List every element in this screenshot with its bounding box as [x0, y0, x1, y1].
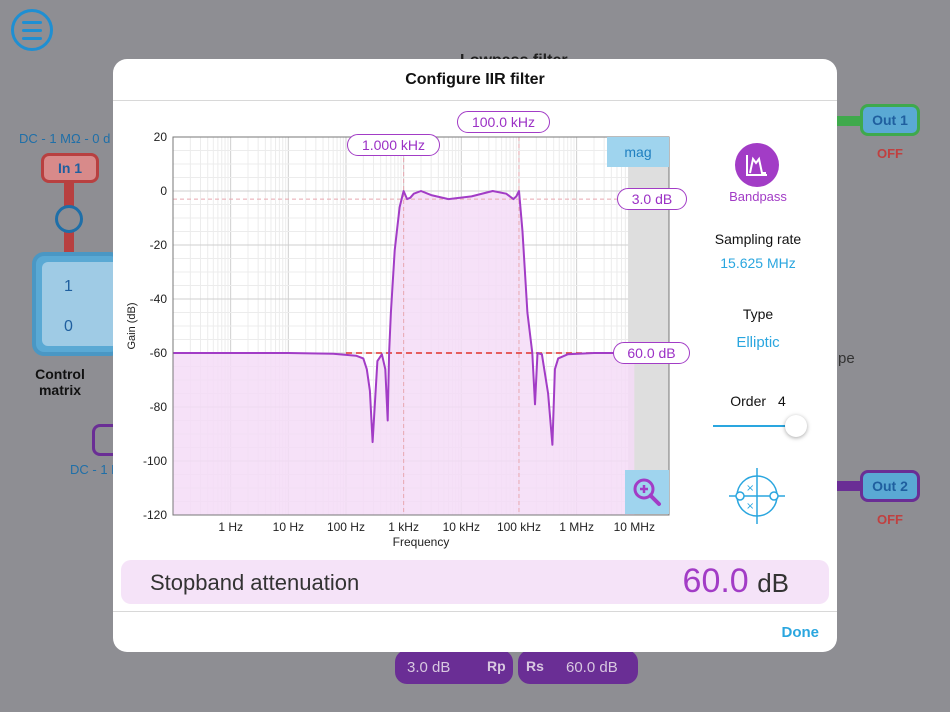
x-axis-label: Frequency — [393, 535, 450, 549]
configure-iir-filter-dialog: Configure IIR filter 20 0 -20 -40 -60 -80 -100… — [113, 59, 837, 652]
zoom-button[interactable] — [625, 470, 669, 514]
stopband-attenuation-marker[interactable]: 60.0 dB — [613, 342, 690, 364]
order-value: 4 — [777, 393, 786, 409]
rs-chip-symbol: Rs — [526, 658, 544, 674]
magnitude-toggle[interactable]: mag — [607, 137, 669, 167]
out1-status: OFF — [877, 146, 903, 161]
y-tick-label: -80 — [150, 400, 168, 414]
order-label: Order — [730, 393, 767, 409]
y-tick-label: -120 — [143, 508, 167, 522]
control-matrix[interactable]: 1 0 — [32, 252, 122, 356]
background-partial-text: pe — [838, 350, 855, 367]
stopband-attenuation-bar[interactable]: Stopband attenuation 60.0 dB — [121, 560, 829, 604]
in1-node[interactable]: In 1 — [41, 153, 99, 183]
response-line — [173, 190, 635, 446]
sampling-rate-label: Sampling rate — [714, 231, 802, 247]
out1-node[interactable]: Out 1 — [860, 104, 920, 136]
x-tick-label: 10 Hz — [273, 520, 304, 534]
pole-zero-icon[interactable]: × × — [727, 466, 787, 526]
y-tick-label: -20 — [150, 238, 168, 252]
in1-caption: DC - 1 MΩ - 0 d — [19, 131, 111, 146]
x-tick-label: 1 kHz — [388, 520, 419, 534]
svg-text:×: × — [746, 483, 754, 494]
matrix-cell-1: 1 — [64, 278, 73, 295]
rp-chip-value: 3.0 dB — [407, 659, 451, 676]
matrix-cell-2: 0 — [64, 318, 73, 335]
sampling-rate-value[interactable]: 15.625 MHz — [720, 255, 796, 271]
chart-marks — [173, 137, 669, 515]
type-value[interactable]: Elliptic — [736, 334, 780, 351]
rp-chip-symbol: Rp — [487, 658, 506, 674]
svg-text:×: × — [746, 501, 754, 512]
y-axis-label: Gain (dB) — [126, 302, 138, 349]
menu-button[interactable] — [11, 9, 53, 51]
y-tick-label: -40 — [150, 292, 168, 306]
bandpass-icon — [746, 155, 767, 176]
in1-dot[interactable] — [55, 205, 83, 233]
low-cutoff-marker[interactable]: 1.000 kHz — [347, 134, 440, 156]
stopband-attenuation-unit: dB — [757, 568, 789, 598]
y-tick-label: 0 — [160, 184, 167, 198]
x-tick-label: 10 kHz — [443, 520, 480, 534]
filter-shape-label[interactable]: Bandpass — [729, 189, 787, 204]
y-tick-label: -60 — [150, 346, 168, 360]
stopband-attenuation-value: 60.0 — [682, 562, 749, 600]
dialog-footer: Done — [113, 611, 837, 652]
order-slider-track[interactable] — [713, 425, 793, 427]
stopband-attenuation-label: Stopband attenuation — [150, 570, 360, 595]
done-button[interactable]: Done — [781, 624, 820, 641]
out2-connector — [836, 481, 862, 491]
in2-caption: DC - 1 M — [70, 462, 122, 477]
filter-shape-button[interactable] — [735, 143, 779, 187]
out2-status: OFF — [877, 512, 903, 527]
x-tick-label: 100 kHz — [497, 520, 541, 534]
type-label: Type — [742, 306, 774, 322]
stopband-attenuation-readout: 60.0 dB — [683, 562, 789, 601]
out2-node[interactable]: Out 2 — [860, 470, 920, 502]
x-tick-label: 1 MHz — [559, 520, 594, 534]
x-tick-label: 100 Hz — [327, 520, 365, 534]
out1-connector — [836, 116, 862, 126]
dialog-title: Configure IIR filter — [113, 59, 837, 101]
y-tick-label: -100 — [143, 454, 167, 468]
passband-ripple-marker[interactable]: 3.0 dB — [617, 188, 687, 210]
x-tick-label: 10 MHz — [614, 520, 655, 534]
menu-icon — [22, 20, 42, 24]
rs-chip-value: 60.0 dB — [566, 659, 618, 676]
rp-chip[interactable]: 3.0 dB Rp — [395, 650, 513, 684]
order-slider-thumb[interactable] — [785, 415, 807, 437]
control-matrix-label: Control matrix — [35, 366, 85, 398]
rs-chip[interactable]: Rs 60.0 dB — [518, 650, 638, 684]
chart-axes: 20 0 -20 -40 -60 -80 -100 -120 1 Hz 10 Hz 100 Hz 1 … — [126, 130, 670, 549]
order-row: Order 4 — [697, 393, 819, 409]
y-tick-label: 20 — [154, 130, 168, 144]
zoom-in-icon — [633, 478, 661, 506]
high-cutoff-marker[interactable]: 100.0 kHz — [457, 111, 550, 133]
x-tick-label: 1 Hz — [218, 520, 243, 534]
gain-chart[interactable]: 20 0 -20 -40 -60 -80 -100 -120 1 Hz 10 Hz 100 Hz 1 … — [113, 101, 693, 561]
